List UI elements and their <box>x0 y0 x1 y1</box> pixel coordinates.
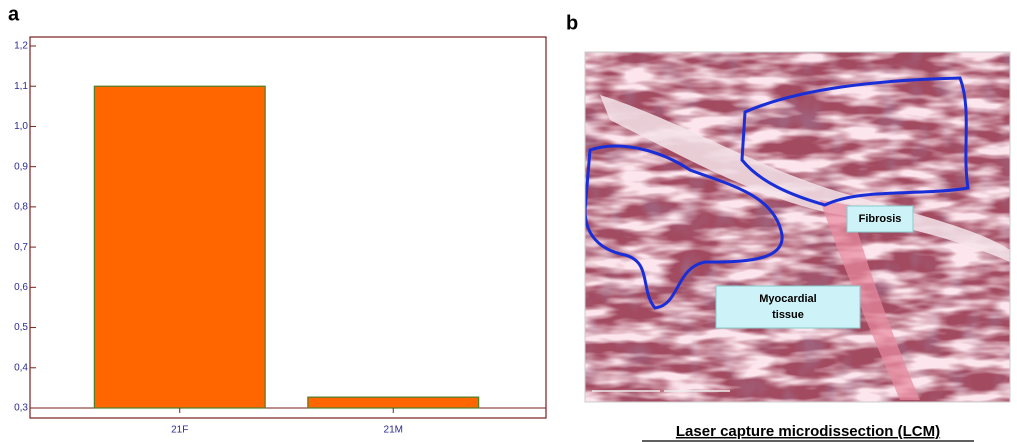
bar <box>94 86 265 408</box>
y-tick-label: 1,0 <box>14 121 28 132</box>
y-tick-label: 0,4 <box>14 362 28 373</box>
region-label: Myocardial <box>759 293 816 305</box>
figure: a b 0,3 0,4 0,5 0,6 0,7 0,8 0,9 1,0 1,1 1,2 21F 21M… <box>0 0 1017 442</box>
bar <box>308 397 479 408</box>
region-label: tissue <box>772 309 804 321</box>
panel-label: a <box>8 3 20 25</box>
caption: Laser capture microdissection (LCM) <box>676 423 940 440</box>
x-tick-label: 21F <box>171 425 188 436</box>
y-tick-label: 1,2 <box>14 41 28 52</box>
micrograph: Fibrosis Myocardial tissue <box>585 52 1010 402</box>
y-tick-label: 0,5 <box>14 322 28 333</box>
y-tick-label: 0,8 <box>14 202 28 213</box>
bar-chart: 0,3 0,4 0,5 0,6 0,7 0,8 0,9 1,0 1,1 1,2 21F 21M <box>14 37 546 436</box>
x-tick-label: 21M <box>384 425 403 436</box>
panel-label: b <box>566 12 578 34</box>
y-tick-label: 0,6 <box>14 282 28 293</box>
y-tick-label: 1,1 <box>14 81 28 92</box>
y-tick-label: 0,9 <box>14 161 28 172</box>
y-tick-label: 0,7 <box>14 242 28 253</box>
region-label: Fibrosis <box>859 213 902 225</box>
y-tick-label: 0,3 <box>14 403 28 414</box>
